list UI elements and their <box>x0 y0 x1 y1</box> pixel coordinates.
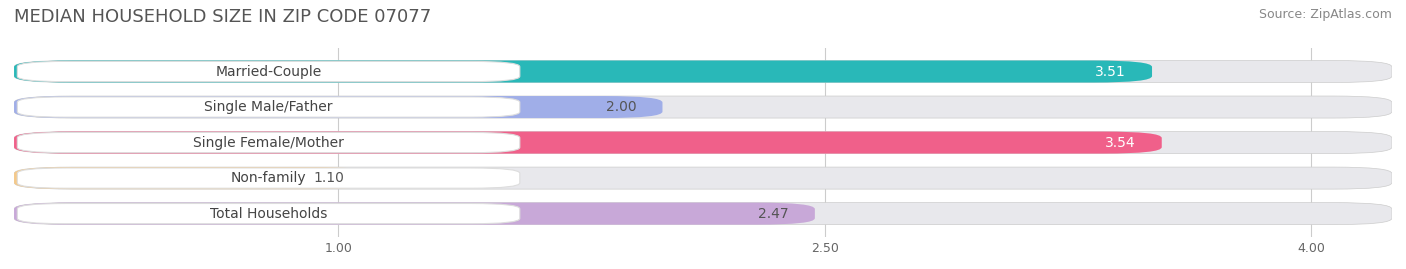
Text: Single Male/Father: Single Male/Father <box>204 100 333 114</box>
FancyBboxPatch shape <box>14 96 1392 118</box>
FancyBboxPatch shape <box>14 203 1392 225</box>
FancyBboxPatch shape <box>14 132 1392 154</box>
FancyBboxPatch shape <box>17 97 520 117</box>
FancyBboxPatch shape <box>14 203 815 225</box>
Text: 2.47: 2.47 <box>758 207 789 221</box>
FancyBboxPatch shape <box>14 61 1392 83</box>
Text: Total Households: Total Households <box>209 207 328 221</box>
FancyBboxPatch shape <box>17 168 520 188</box>
Text: Married-Couple: Married-Couple <box>215 65 322 79</box>
Text: Non-family: Non-family <box>231 171 307 185</box>
FancyBboxPatch shape <box>17 61 520 82</box>
Text: 1.10: 1.10 <box>314 171 344 185</box>
Text: 3.54: 3.54 <box>1105 136 1136 150</box>
FancyBboxPatch shape <box>17 132 520 153</box>
FancyBboxPatch shape <box>14 96 662 118</box>
FancyBboxPatch shape <box>14 167 1392 189</box>
Text: 2.00: 2.00 <box>606 100 637 114</box>
Text: MEDIAN HOUSEHOLD SIZE IN ZIP CODE 07077: MEDIAN HOUSEHOLD SIZE IN ZIP CODE 07077 <box>14 8 432 26</box>
Text: 3.51: 3.51 <box>1095 65 1126 79</box>
FancyBboxPatch shape <box>14 61 1152 83</box>
FancyBboxPatch shape <box>17 204 520 224</box>
Text: Source: ZipAtlas.com: Source: ZipAtlas.com <box>1258 8 1392 21</box>
FancyBboxPatch shape <box>14 167 371 189</box>
Text: Single Female/Mother: Single Female/Mother <box>193 136 344 150</box>
FancyBboxPatch shape <box>14 132 1161 154</box>
